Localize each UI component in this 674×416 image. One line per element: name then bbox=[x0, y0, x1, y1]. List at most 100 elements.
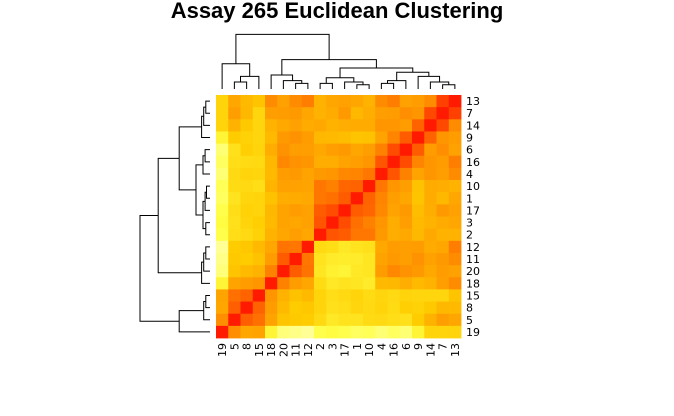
heatmap-cell bbox=[399, 301, 413, 315]
dendrogram-branch bbox=[282, 80, 303, 89]
heatmap-cell bbox=[228, 180, 241, 193]
heatmap-cell bbox=[387, 119, 401, 132]
column-label: 18 bbox=[265, 343, 278, 357]
dendrogram-branch bbox=[178, 126, 202, 191]
heatmap-cell bbox=[387, 143, 401, 157]
heatmap-cell bbox=[375, 240, 388, 254]
heatmap-cell bbox=[424, 240, 437, 254]
heatmap-cell bbox=[301, 131, 315, 144]
heatmap-cell bbox=[228, 131, 241, 144]
heatmap-cell bbox=[228, 192, 241, 205]
heatmap-cell bbox=[350, 240, 364, 254]
heatmap-cell bbox=[289, 180, 303, 193]
heatmap-cell bbox=[216, 95, 229, 108]
heatmap-cell bbox=[289, 204, 303, 217]
column-label: 15 bbox=[253, 343, 266, 357]
heatmap-cell bbox=[412, 325, 425, 339]
heatmap-cell bbox=[289, 240, 303, 254]
row-label: 15 bbox=[466, 289, 480, 302]
heatmap-cell bbox=[436, 252, 450, 266]
heatmap-cell bbox=[448, 289, 462, 302]
heatmap-cell bbox=[375, 143, 388, 157]
heatmap-cell bbox=[424, 313, 437, 327]
heatmap-cell bbox=[412, 265, 425, 278]
heatmap-cell bbox=[301, 155, 315, 169]
heatmap-cell bbox=[240, 131, 254, 144]
dendrogram-branch bbox=[203, 301, 210, 321]
heatmap-cell bbox=[216, 119, 229, 132]
heatmap-cell bbox=[338, 180, 352, 193]
heatmap-cell bbox=[240, 180, 254, 193]
dendrogram-branch bbox=[203, 252, 210, 272]
heatmap-cell bbox=[375, 131, 388, 144]
heatmap-cell bbox=[240, 277, 254, 290]
column-label: 5 bbox=[228, 343, 241, 350]
column-label: 19 bbox=[216, 343, 229, 357]
heatmap-cell bbox=[338, 240, 352, 254]
heatmap-cell bbox=[289, 107, 303, 120]
heatmap-cell bbox=[289, 313, 303, 327]
heatmap-cell bbox=[399, 155, 413, 169]
heatmap-cell bbox=[228, 167, 241, 181]
heatmap-cell bbox=[363, 143, 376, 157]
heatmap-cell bbox=[448, 265, 462, 278]
heatmap-cell bbox=[350, 313, 364, 327]
heatmap-cell bbox=[350, 119, 364, 132]
heatmap-cell bbox=[277, 119, 290, 132]
heatmap-cell bbox=[252, 313, 266, 327]
heatmap-cell bbox=[399, 95, 413, 108]
heatmap-cell bbox=[277, 131, 290, 144]
heatmap-cell bbox=[412, 216, 425, 230]
heatmap-cell bbox=[424, 155, 437, 169]
heatmap-cell bbox=[265, 228, 278, 242]
heatmap-cell bbox=[301, 228, 315, 242]
heatmap-cell bbox=[350, 325, 364, 339]
heatmap-cell bbox=[240, 143, 254, 157]
heatmap-cell bbox=[326, 252, 339, 266]
heatmap-cell bbox=[252, 131, 266, 144]
heatmap-cell bbox=[301, 143, 315, 157]
heatmap-cell bbox=[424, 204, 437, 217]
heatmap-cell bbox=[436, 289, 450, 302]
heatmap-cell bbox=[301, 252, 315, 266]
heatmap-cell bbox=[216, 143, 229, 157]
heatmap-cell bbox=[240, 204, 254, 217]
row-label: 1 bbox=[466, 192, 473, 205]
heatmap-cell bbox=[436, 240, 450, 254]
heatmap-cell bbox=[240, 228, 254, 242]
heatmap-cell bbox=[338, 252, 352, 266]
heatmap-cell bbox=[228, 277, 241, 290]
heatmap-cell bbox=[338, 167, 352, 181]
heatmap-cell bbox=[277, 107, 290, 120]
heatmap-cell bbox=[363, 119, 376, 132]
heatmap-cell bbox=[289, 325, 303, 339]
row-label: 9 bbox=[466, 132, 473, 145]
heatmap-cell bbox=[412, 204, 425, 217]
heatmap-cell bbox=[424, 192, 437, 205]
row-label: 12 bbox=[466, 241, 480, 254]
heatmap-cell bbox=[350, 131, 364, 144]
heatmap-cell bbox=[338, 95, 352, 108]
heatmap-cell bbox=[412, 192, 425, 205]
heatmap-cell bbox=[240, 289, 254, 302]
heatmap-cell bbox=[399, 131, 413, 144]
column-label: 13 bbox=[449, 343, 462, 357]
dendrogram-branch bbox=[429, 81, 450, 89]
heatmap-cell bbox=[363, 180, 376, 193]
heatmap-cell bbox=[252, 192, 266, 205]
dendrogram-branch bbox=[380, 82, 395, 89]
heatmap-cell bbox=[314, 265, 327, 278]
row-label: 5 bbox=[466, 314, 473, 327]
heatmap-cell bbox=[289, 301, 303, 315]
heatmap-cell bbox=[448, 240, 462, 254]
heatmap-cell bbox=[326, 167, 339, 181]
heatmap-cell bbox=[216, 252, 229, 266]
heatmap-cell bbox=[448, 95, 462, 108]
heatmap-cell bbox=[265, 289, 278, 302]
heatmap-cell bbox=[387, 180, 401, 193]
heatmap-cell bbox=[375, 155, 388, 169]
heatmap-cell bbox=[289, 277, 303, 290]
heatmap-cell bbox=[240, 325, 254, 339]
